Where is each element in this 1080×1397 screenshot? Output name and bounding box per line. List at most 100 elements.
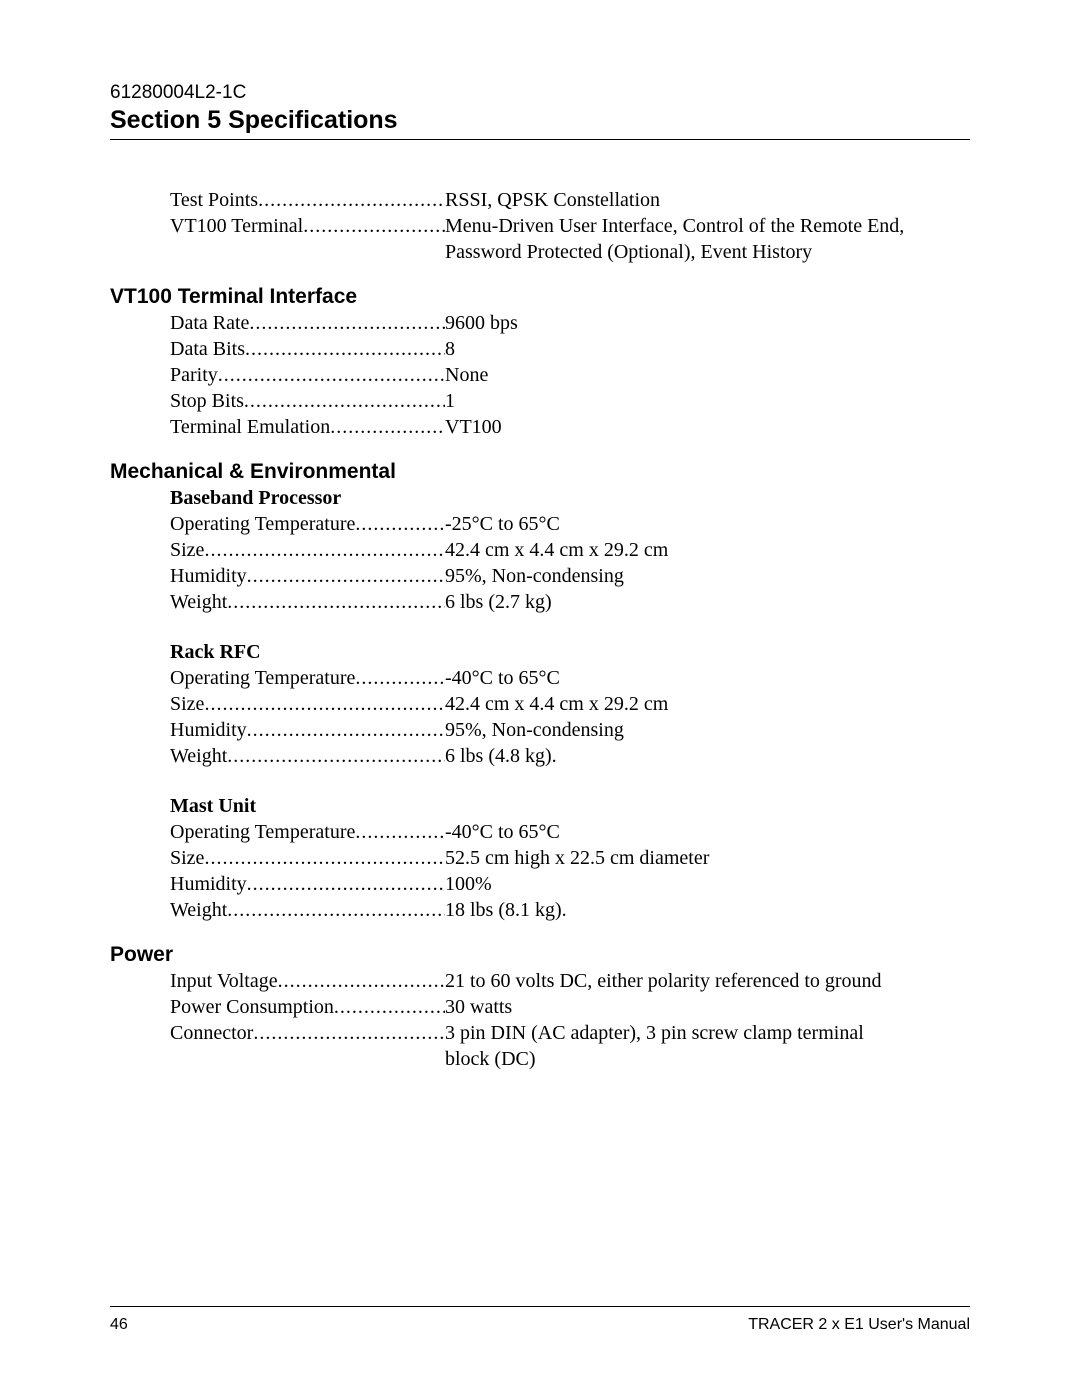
spec-label-col: Power Consumption ......................… xyxy=(170,997,445,1017)
spec-label-col: Operating Temperature ..................… xyxy=(170,514,445,534)
spec-row: Operating Temperature ..................… xyxy=(170,514,970,534)
spec-value: 95%, Non-condensing xyxy=(445,720,624,740)
spec-label: Data Bits xyxy=(170,339,245,359)
spec-row: Size ...................................… xyxy=(170,848,970,868)
spec-label-col: Connector ..............................… xyxy=(170,1023,445,1043)
leader-dots: ........................................… xyxy=(355,514,445,534)
spec-row: Humidity ...............................… xyxy=(170,720,970,740)
leader-dots: ........................................… xyxy=(227,900,445,920)
spec-label-col: Size ...................................… xyxy=(170,540,445,560)
spec-label: Size xyxy=(170,694,204,714)
leader-dots: ........................................… xyxy=(330,417,445,437)
mech-groups: Baseband ProcessorOperating Temperature … xyxy=(110,488,970,920)
spec-row: Operating Temperature ..................… xyxy=(170,668,970,688)
spec-row: Data Rate ..............................… xyxy=(170,313,970,333)
spec-value: VT100 xyxy=(445,417,502,437)
vt100-specs: Data Rate ..............................… xyxy=(110,313,970,437)
leader-dots: ........................................… xyxy=(244,391,445,411)
spec-row: Size ...................................… xyxy=(170,694,970,714)
spec-label: Test Points xyxy=(170,190,258,210)
spec-value: 95%, Non-condensing xyxy=(445,566,624,586)
page: 61280004L2-1C Section 5 Specifications T… xyxy=(0,0,1080,1397)
content: Test Points ............................… xyxy=(110,190,970,1069)
spec-label-col: Humidity ...............................… xyxy=(170,720,445,740)
header-rule xyxy=(110,139,970,140)
spec-value: 42.4 cm x 4.4 cm x 29.2 cm xyxy=(445,694,668,714)
leader-dots: ........................................… xyxy=(247,874,445,894)
spec-label: Size xyxy=(170,848,204,868)
spec-label-col: Parity .................................… xyxy=(170,365,445,385)
leader-dots: ........................................… xyxy=(253,1023,445,1043)
spec-value: 8 xyxy=(445,339,455,359)
spec-row: Input Voltage ..........................… xyxy=(170,971,970,991)
spec-value: -25°C to 65°C xyxy=(445,514,560,534)
spec-label: Humidity xyxy=(170,566,247,586)
spec-row: VT100 Terminal .........................… xyxy=(170,216,970,236)
spec-label-col: Operating Temperature ..................… xyxy=(170,822,445,842)
intro-continuation: Password Protected (Optional), Event His… xyxy=(170,242,970,262)
spec-value: RSSI, QPSK Constellation xyxy=(445,190,660,210)
spec-value: -40°C to 65°C xyxy=(445,822,560,842)
spec-row: Connector ..............................… xyxy=(170,1023,970,1043)
spec-label: Operating Temperature xyxy=(170,514,355,534)
spec-value: 52.5 cm high x 22.5 cm diameter xyxy=(445,848,709,868)
spec-label: Operating Temperature xyxy=(170,668,355,688)
spec-value: 3 pin DIN (AC adapter), 3 pin screw clam… xyxy=(445,1023,864,1043)
leader-dots: ........................................… xyxy=(334,997,445,1017)
subheading: Mast Unit xyxy=(170,796,970,816)
spec-label-col: Size ...................................… xyxy=(170,694,445,714)
spec-label: Weight xyxy=(170,592,227,612)
leader-dots: ........................................… xyxy=(204,540,445,560)
spec-label: Humidity xyxy=(170,720,247,740)
spec-value: 1 xyxy=(445,391,455,411)
spec-label-col: Input Voltage ..........................… xyxy=(170,971,445,991)
footer-rule xyxy=(110,1306,970,1307)
spec-row: Parity .................................… xyxy=(170,365,970,385)
spec-label: Weight xyxy=(170,900,227,920)
spec-row: Power Consumption ......................… xyxy=(170,997,970,1017)
leader-dots: ........................................… xyxy=(249,313,445,333)
leader-dots: ........................................… xyxy=(204,848,445,868)
spec-value: 6 lbs (2.7 kg) xyxy=(445,592,552,612)
spec-label-col: Size ...................................… xyxy=(170,848,445,868)
spec-label-col: Weight .................................… xyxy=(170,746,445,766)
spec-label: Operating Temperature xyxy=(170,822,355,842)
spec-row: Operating Temperature ..................… xyxy=(170,822,970,842)
leader-dots: ........................................… xyxy=(247,720,445,740)
power-specs: Input Voltage ..........................… xyxy=(110,971,970,1043)
spec-label: Humidity xyxy=(170,874,247,894)
spec-label-col: Humidity ...............................… xyxy=(170,566,445,586)
spec-value: None xyxy=(445,365,488,385)
spec-label-col: VT100 Terminal .........................… xyxy=(170,216,445,236)
leader-dots: ........................................… xyxy=(247,566,445,586)
leader-dots: ........................................… xyxy=(355,668,445,688)
spec-row: Terminal Emulation .....................… xyxy=(170,417,970,437)
leader-dots: ........................................… xyxy=(204,694,445,714)
spec-value: -40°C to 65°C xyxy=(445,668,560,688)
leader-dots: ........................................… xyxy=(355,822,445,842)
spec-label: Weight xyxy=(170,746,227,766)
spec-row: Weight .................................… xyxy=(170,746,970,766)
spec-row: Stop Bits ..............................… xyxy=(170,391,970,411)
spec-label-col: Operating Temperature ..................… xyxy=(170,668,445,688)
heading-vt100: VT100 Terminal Interface xyxy=(110,286,970,307)
spec-value: Menu-Driven User Interface, Control of t… xyxy=(445,216,904,236)
leader-dots: ........................................… xyxy=(303,216,445,236)
leader-dots: ........................................… xyxy=(245,339,445,359)
spec-value: 30 watts xyxy=(445,997,512,1017)
spec-label: Input Voltage xyxy=(170,971,278,991)
spec-label-col: Weight .................................… xyxy=(170,592,445,612)
manual-title: TRACER 2 x E1 User's Manual xyxy=(748,1316,970,1334)
page-number: 46 xyxy=(110,1316,128,1334)
spec-value: 21 to 60 volts DC, either polarity refer… xyxy=(445,971,882,991)
leader-dots: ........................................… xyxy=(258,190,445,210)
leader-dots: ........................................… xyxy=(227,592,445,612)
spec-row: Humidity ...............................… xyxy=(170,874,970,894)
spec-label-col: Stop Bits ..............................… xyxy=(170,391,445,411)
heading-power: Power xyxy=(110,944,970,965)
spec-label: Power Consumption xyxy=(170,997,334,1017)
spec-label-col: Test Points ............................… xyxy=(170,190,445,210)
spec-label: Terminal Emulation xyxy=(170,417,330,437)
spec-value: 100% xyxy=(445,874,492,894)
spec-row: Weight .................................… xyxy=(170,592,970,612)
